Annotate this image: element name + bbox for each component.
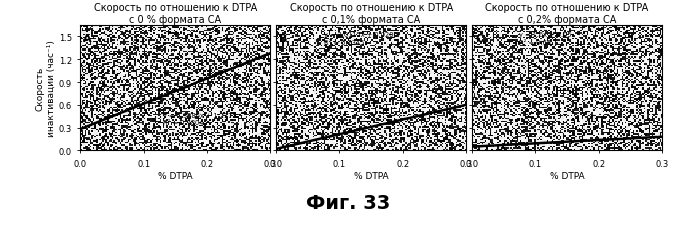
X-axis label: % DTPA: % DTPA (550, 171, 584, 180)
Title: Скорость по отношению к DTPA
с 0,2% формата СА: Скорость по отношению к DTPA с 0,2% форм… (485, 3, 649, 25)
Text: C: C (475, 34, 483, 43)
X-axis label: % DTPA: % DTPA (158, 171, 192, 180)
Text: y = 2.0115x + 0.0200
R² = 0.7345: y = 2.0115x + 0.0200 R² = 0.7345 (323, 32, 397, 45)
Text: y = 4.3086x + 1.2175
R² = 0.7804: y = 4.3086x + 1.2175 R² = 0.7804 (162, 112, 236, 126)
Text: A: A (84, 34, 92, 43)
Y-axis label: Скорость
инактивации (час⁻¹): Скорость инактивации (час⁻¹) (36, 40, 56, 137)
Text: y = 1.6x + 0.05
R² = 0.65: y = 1.6x + 0.05 R² = 0.65 (519, 32, 572, 45)
Title: Скорость по отношению к DTPA
с 0,1% формата СА: Скорость по отношению к DTPA с 0,1% форм… (289, 3, 453, 25)
Title: Скорость по отношению к DTPA
с 0 % формата СА: Скорость по отношению к DTPA с 0 % форма… (93, 3, 257, 25)
Text: Фиг. 33: Фиг. 33 (307, 193, 390, 212)
Text: B: B (279, 34, 288, 43)
X-axis label: % DTPA: % DTPA (354, 171, 388, 180)
